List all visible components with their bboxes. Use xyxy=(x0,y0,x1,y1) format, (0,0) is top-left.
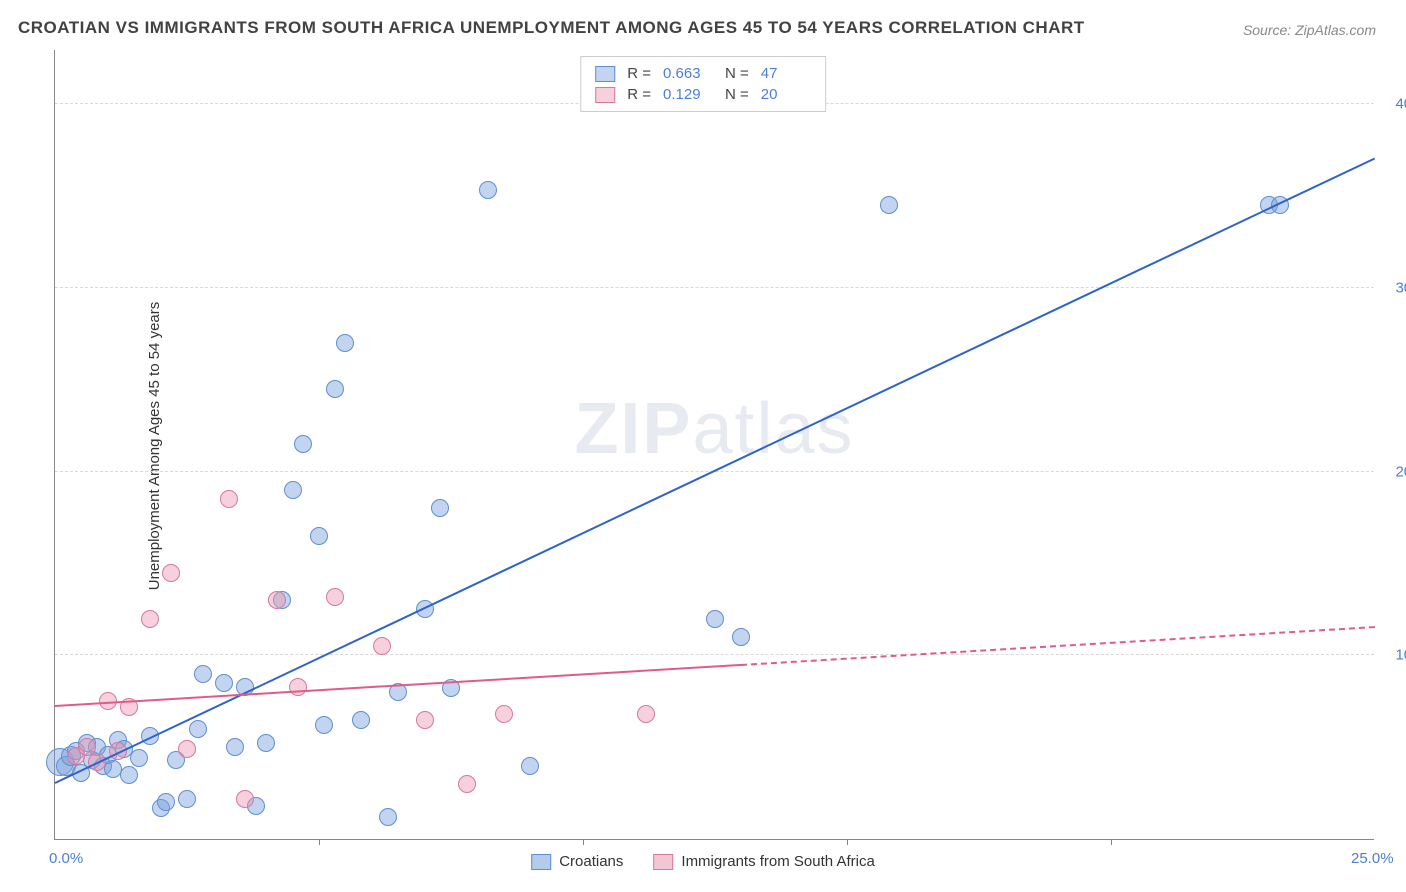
legend-r-label-0: R = xyxy=(627,65,651,82)
legend-n-label-1: N = xyxy=(725,86,749,103)
data-point xyxy=(268,591,286,609)
data-point xyxy=(706,610,724,628)
data-point xyxy=(479,181,497,199)
legend-swatch-bottom-0 xyxy=(531,854,551,870)
data-point xyxy=(326,588,344,606)
legend-r-value-1: 0.129 xyxy=(663,86,713,103)
legend-label-1: Immigrants from South Africa xyxy=(681,853,874,870)
data-point xyxy=(236,790,254,808)
data-point xyxy=(352,711,370,729)
legend-n-value-0: 47 xyxy=(761,65,811,82)
legend-item-0: Croatians xyxy=(531,853,623,870)
data-point xyxy=(315,716,333,734)
data-point xyxy=(521,757,539,775)
xtick-label: 25.0% xyxy=(1351,850,1394,867)
legend-series: Croatians Immigrants from South Africa xyxy=(531,853,875,870)
legend-stats-row-0: R = 0.663 N = 47 xyxy=(595,63,811,84)
legend-swatch-0 xyxy=(595,66,615,82)
source-attribution: Source: ZipAtlas.com xyxy=(1243,22,1376,38)
watermark-zip: ZIP xyxy=(574,389,692,469)
data-point xyxy=(732,628,750,646)
data-point xyxy=(880,196,898,214)
data-point xyxy=(189,720,207,738)
ytick-label: 40.0% xyxy=(1395,96,1406,113)
plot-area: ZIPatlas 10.0%20.0%30.0%40.0%0.0%25.0% xyxy=(54,50,1374,840)
gridline xyxy=(55,287,1374,288)
data-point xyxy=(215,674,233,692)
xtick-mark xyxy=(847,839,848,845)
ytick-label: 30.0% xyxy=(1395,279,1406,296)
xtick-mark xyxy=(319,839,320,845)
watermark: ZIPatlas xyxy=(574,388,854,470)
trend-line xyxy=(741,626,1375,666)
xtick-mark xyxy=(1111,839,1112,845)
ytick-label: 10.0% xyxy=(1395,647,1406,664)
data-point xyxy=(257,734,275,752)
legend-r-value-0: 0.663 xyxy=(663,65,713,82)
data-point xyxy=(458,775,476,793)
data-point xyxy=(495,705,513,723)
ytick-label: 20.0% xyxy=(1395,463,1406,480)
data-point xyxy=(310,527,328,545)
xtick-label: 0.0% xyxy=(49,850,83,867)
legend-r-label-1: R = xyxy=(627,86,651,103)
data-point xyxy=(284,481,302,499)
chart-title: CROATIAN VS IMMIGRANTS FROM SOUTH AFRICA… xyxy=(18,18,1085,38)
data-point xyxy=(336,334,354,352)
legend-swatch-1 xyxy=(595,87,615,103)
data-point xyxy=(637,705,655,723)
watermark-atlas: atlas xyxy=(692,389,854,469)
data-point xyxy=(326,380,344,398)
legend-swatch-bottom-1 xyxy=(653,854,673,870)
data-point xyxy=(178,740,196,758)
data-point xyxy=(178,790,196,808)
data-point xyxy=(220,490,238,508)
data-point xyxy=(431,499,449,517)
data-point xyxy=(130,749,148,767)
data-point xyxy=(226,738,244,756)
gridline xyxy=(55,654,1374,655)
data-point xyxy=(157,793,175,811)
data-point xyxy=(294,435,312,453)
data-point xyxy=(379,808,397,826)
legend-stats: R = 0.663 N = 47 R = 0.129 N = 20 xyxy=(580,56,826,112)
legend-label-0: Croatians xyxy=(559,853,623,870)
data-point xyxy=(194,665,212,683)
xtick-mark xyxy=(583,839,584,845)
data-point xyxy=(373,637,391,655)
legend-n-value-1: 20 xyxy=(761,86,811,103)
legend-stats-row-1: R = 0.129 N = 20 xyxy=(595,84,811,105)
legend-item-1: Immigrants from South Africa xyxy=(653,853,874,870)
data-point xyxy=(141,610,159,628)
data-point xyxy=(120,766,138,784)
data-point xyxy=(416,711,434,729)
legend-n-label-0: N = xyxy=(725,65,749,82)
data-point xyxy=(162,564,180,582)
